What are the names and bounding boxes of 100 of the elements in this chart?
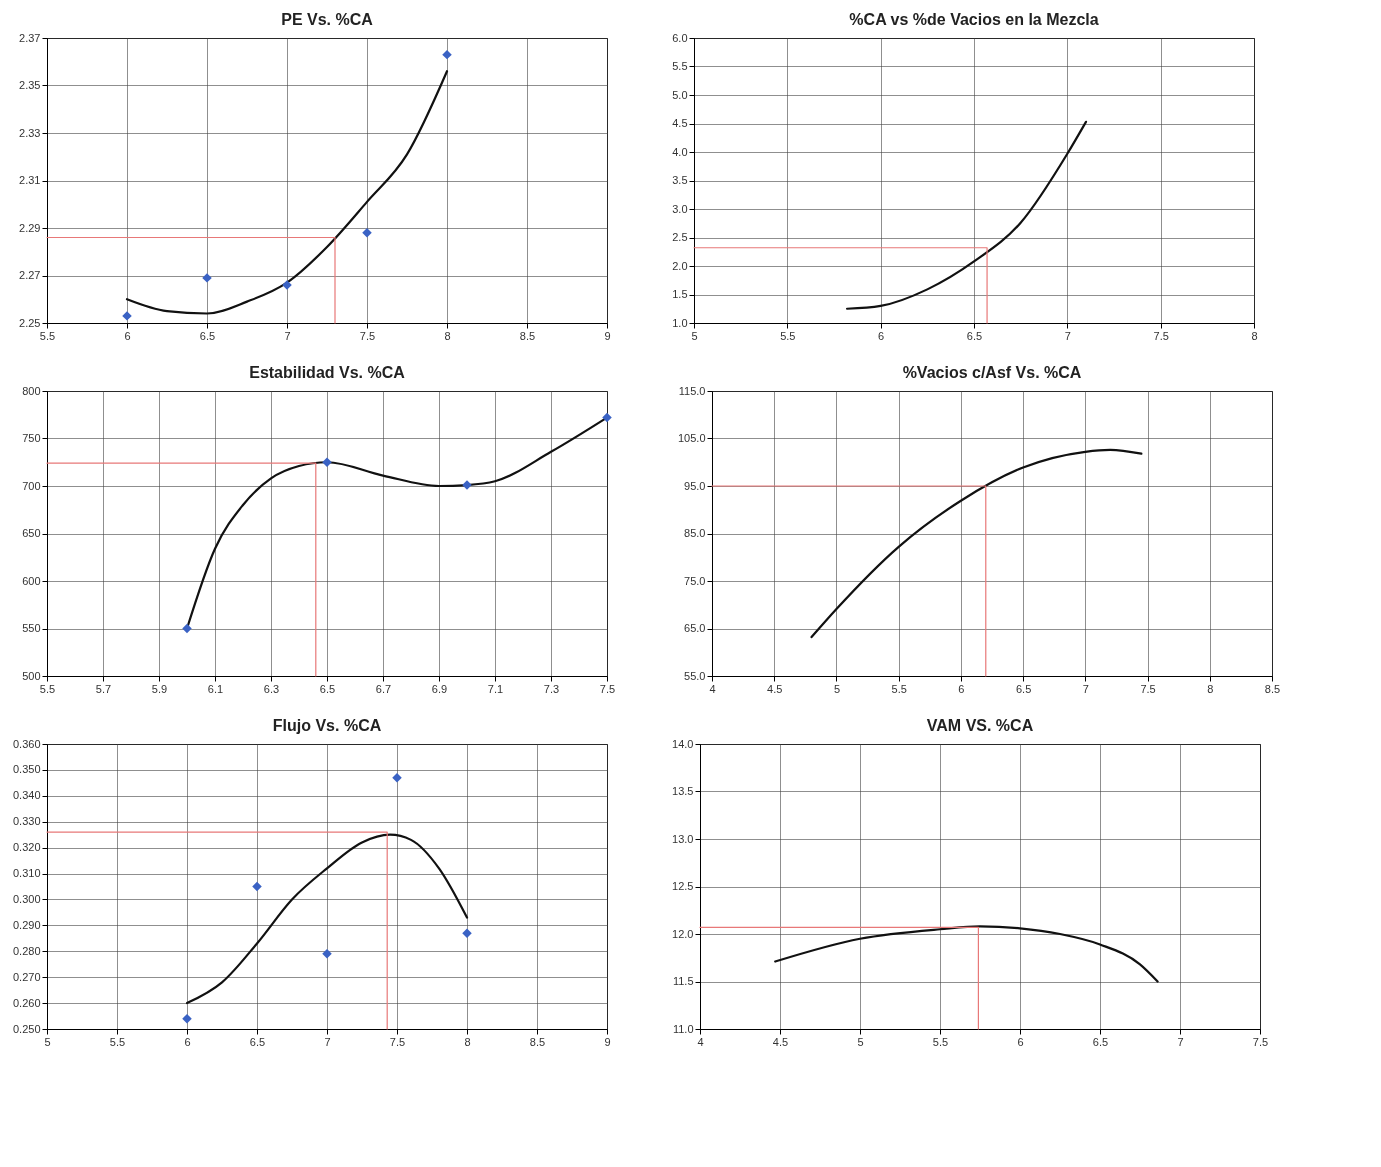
x-tick-label: 5.7 [95,682,112,695]
y-tick-label: 1.5 [672,288,688,300]
y-tick-label: 115.0 [678,384,706,397]
x-tick-label: 5.9 [151,682,168,695]
y-tick-label: 0.270 [12,970,41,983]
y-tick-label: 95.0 [684,479,706,492]
chart-title: Estabilidad Vs. %CA [249,364,406,381]
x-tick-label: 8.5 [519,329,536,342]
chart-title: VAM VS. %CA [926,717,1034,734]
x-tick-label: 5 [44,1035,51,1048]
y-tick-label: 2.37 [19,31,41,44]
x-tick-label: 8 [1207,682,1214,695]
point [182,623,192,634]
x-tick-label: 4.5 [772,1035,789,1048]
y-tick-label: 65.0 [684,622,706,634]
y-tick-label: 85.0 [684,527,706,539]
x-tick-label: 6 [184,1035,191,1048]
x-tick-label: 8.5 [1264,682,1281,695]
y-tick-label: 550 [22,622,41,634]
y-tick-label: 14.0 [672,737,694,750]
y-tick-label: 0.290 [12,918,41,931]
x-tick-label: 5.5 [109,1035,126,1048]
x-tick-label: 7.5 [1153,329,1169,342]
y-tick-label: 600 [22,574,41,587]
y-tick-label: 5.5 [672,60,688,72]
line-series [125,70,449,315]
x-tick-label: 8 [1251,329,1258,342]
x-tick-label: 5.5 [39,682,56,695]
x-tick-label: 4 [709,682,716,695]
y-tick-label: 500 [22,669,41,682]
x-tick-label: 4 [697,1035,704,1048]
x-tick-label: 9 [604,329,611,342]
y-tick-label: 4.5 [672,117,688,129]
y-tick-label: 0.310 [12,867,41,880]
y-tick-label: 5.0 [672,88,688,101]
y-tick-label: 0.300 [12,892,41,905]
x-tick-label: 7.5 [359,329,376,342]
chart-title: Flujo Vs. %CA [272,717,382,734]
x-tick-label: 6.5 [1015,682,1032,695]
x-tick-label: 5 [857,1035,864,1048]
y-tick-label: 800 [22,384,41,397]
y-tick-label: 2.27 [19,269,41,281]
x-tick-label: 7.5 [389,1035,406,1048]
x-tick-label: 7 [324,1035,331,1048]
y-tick-label: 3.0 [672,202,688,215]
y-tick-label: 2.25 [19,316,41,329]
y-tick-label: 11.0 [672,1022,694,1035]
x-tick-label: 6 [1017,1035,1024,1048]
point [442,49,452,60]
y-tick-label: 13.0 [672,832,694,845]
point [252,881,262,892]
x-tick-label: 6 [958,682,965,695]
y-tick-label: 12.5 [672,880,694,892]
y-tick-label: 2.29 [19,221,41,234]
x-tick-label: 7 [1177,1035,1184,1048]
x-tick-label: 7.5 [599,682,616,695]
y-tick-label: 105.0 [677,432,706,444]
x-tick-label: 6 [878,329,885,342]
x-tick-label: 8 [444,329,451,342]
chart-title: %CA vs %de Vacios en la Mezcla [849,11,1099,28]
x-tick-label: 6.5 [319,682,336,695]
y-tick-label: 0.280 [12,944,41,957]
y-tick-label: 4.0 [672,145,688,158]
x-tick-label: 5.5 [891,682,907,695]
line-series [810,448,1143,639]
y-tick-label: 11.5 [672,975,694,987]
y-tick-label: 0.340 [12,789,41,802]
x-tick-label: 6 [124,329,131,342]
line-series [774,925,1159,983]
y-tick-label: 0.350 [12,763,41,776]
y-tick-label: 12.0 [672,927,694,940]
x-tick-label: 7 [284,329,291,342]
chart-title: %Vacios c/Asf Vs. %CA [902,364,1082,381]
point [182,1013,192,1024]
y-tick-label: 55.0 [684,669,706,682]
x-tick-label: 6.5 [966,329,983,342]
x-tick-label: 7.3 [543,682,560,695]
x-tick-label: 8.5 [529,1035,546,1048]
y-tick-label: 0.330 [12,815,41,828]
x-tick-label: 6.5 [199,329,216,342]
x-tick-label: 6.5 [1092,1035,1109,1048]
x-tick-label: 7.5 [1252,1035,1269,1048]
x-tick-label: 8 [464,1035,471,1048]
x-tick-label: 5 [691,329,698,342]
line-series [845,120,1088,310]
x-tick-label: 6.9 [431,682,448,695]
y-tick-label: 2.31 [19,174,41,186]
x-tick-label: 7.1 [487,682,504,695]
x-tick-label: 5.5 [932,1035,949,1048]
y-tick-label: 0.360 [12,737,41,750]
point [392,772,402,783]
y-tick-label: 750 [22,432,41,444]
x-tick-label: 5.5 [39,329,56,342]
y-tick-label: 650 [22,527,41,539]
line-series [185,833,469,1005]
y-tick-label: 700 [22,479,41,492]
y-tick-label: 2.0 [672,259,688,272]
chart-title: PE Vs. %CA [281,11,374,28]
y-tick-label: 0.260 [12,996,41,1009]
y-tick-label: 6.0 [672,31,688,44]
